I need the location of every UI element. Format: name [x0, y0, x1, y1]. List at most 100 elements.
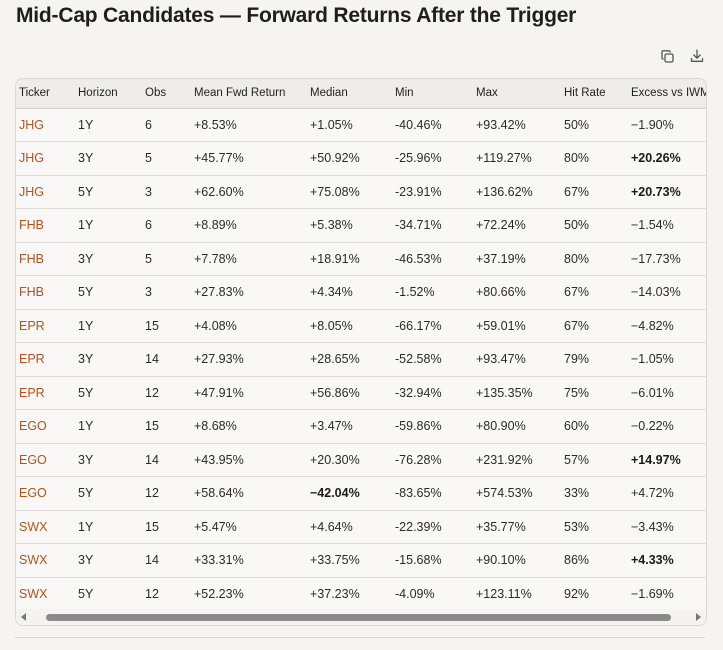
table-cell: +20.26%	[628, 141, 706, 176]
table-cell: +93.47%	[473, 342, 561, 377]
ticker-cell: EGO	[16, 409, 75, 444]
table-cell: +4.72%	[628, 476, 706, 511]
table-row: SWX 5Y 12 +52.23% +37.23% -4.09% +123.11% 92% −1…	[16, 577, 706, 611]
table-cell: +1.05%	[307, 108, 392, 142]
table-cell: -66.17%	[392, 309, 473, 343]
table-cell: -22.39%	[392, 510, 473, 544]
table-cell: 92%	[564, 587, 590, 601]
table-cell: 6	[142, 208, 191, 243]
table-cell: +135.35%	[473, 376, 561, 410]
table-row: EPR 5Y 12 +47.91% +56.86% -32.94% +135.35% 75% −…	[16, 376, 706, 410]
table-cell: -46.53%	[392, 242, 473, 276]
table-cell: -23.91%	[392, 175, 473, 209]
divider	[15, 637, 705, 638]
table-cell: +50.92%	[307, 141, 392, 176]
table-cell: +123.11%	[476, 587, 532, 601]
table-cell: +80.90%	[473, 409, 561, 444]
table-cell: +4.33%	[628, 543, 706, 578]
table-cell: +27.83%	[191, 275, 307, 310]
table-cell: +56.86%	[307, 376, 392, 410]
table-cell: 5Y	[78, 587, 94, 601]
table-cell: -52.58%	[392, 342, 473, 377]
table-cell: −14.03%	[628, 275, 706, 310]
table-header-row: Ticker Horizon Obs Mean Fwd Return Median Min…	[16, 79, 706, 109]
table-cell: 15	[142, 510, 191, 544]
download-button[interactable]	[689, 48, 705, 64]
copy-button[interactable]	[659, 48, 675, 64]
column-header: Mean Fwd Return	[191, 79, 307, 109]
page-title: Mid-Cap Candidates — Forward Returns Aft…	[16, 4, 577, 27]
ticker-cell: FHB	[16, 242, 75, 276]
table-cell: +37.19%	[473, 242, 561, 276]
table-cell: -59.86%	[392, 409, 473, 444]
table-cell: 5Y	[75, 275, 142, 310]
table-cell: 5Y	[75, 476, 142, 511]
table-cell: +7.78%	[191, 242, 307, 276]
table-cell: -76.28%	[392, 443, 473, 477]
table-cell: −1.90%	[628, 108, 706, 142]
table-cell: 3Y	[75, 443, 142, 477]
table-cell: +119.27%	[473, 141, 561, 176]
table-cell: +8.68%	[191, 409, 307, 444]
table-cell: +35.77%	[473, 510, 561, 544]
table-row: EGO 1Y 15 +8.68% +3.47% -59.86% +80.90% 60% −0.2…	[16, 409, 706, 444]
table-row: FHB 1Y 6 +8.89% +5.38% -34.71% +72.24% 50% −1.54…	[16, 208, 706, 243]
column-header: Horizon	[75, 79, 142, 109]
table-cell: 15	[142, 409, 191, 444]
column-header: Max	[473, 79, 561, 109]
scroll-right-arrow-icon[interactable]	[696, 613, 701, 621]
table-cell: +37.23%	[310, 587, 360, 601]
ticker-cell: SWX	[19, 587, 48, 601]
ticker-cell: EPR	[16, 376, 75, 410]
table-toolbar	[659, 48, 705, 64]
table-cell: 50%	[561, 108, 628, 142]
table-cell: +574.53%	[473, 476, 561, 511]
table-cell: -40.46%	[392, 108, 473, 142]
table-cell: 57%	[561, 443, 628, 477]
table-cell: -4.09%	[395, 587, 435, 601]
table-cell: +20.73%	[628, 175, 706, 209]
table-cell: +136.62%	[473, 175, 561, 209]
table-cell: −1.05%	[628, 342, 706, 377]
table-cell: +20.30%	[307, 443, 392, 477]
ticker-cell: EGO	[16, 443, 75, 477]
column-header: Obs	[142, 79, 191, 109]
table-cell: −4.82%	[628, 309, 706, 343]
table-row: EPR 3Y 14 +27.93% +28.65% -52.58% +93.47% 79% −1…	[16, 342, 706, 377]
ticker-cell: JHG	[16, 175, 75, 209]
table-cell: 67%	[561, 309, 628, 343]
table-cell: 14	[142, 443, 191, 477]
table-cell: +45.77%	[191, 141, 307, 176]
table-row: JHG 1Y 6 +8.53% +1.05% -40.46% +93.42% 50% −1.90…	[16, 108, 706, 142]
table-cell: 60%	[561, 409, 628, 444]
table-cell: -34.71%	[392, 208, 473, 243]
table-cell: +90.10%	[473, 543, 561, 578]
table-cell: 67%	[561, 275, 628, 310]
column-header: Ticker	[16, 79, 75, 109]
table-cell: −1.69%	[631, 587, 674, 601]
ticker-cell: JHG	[16, 108, 75, 142]
table-cell: +47.91%	[191, 376, 307, 410]
table-cell: 53%	[561, 510, 628, 544]
table-cell: 3Y	[75, 543, 142, 578]
scrollbar-thumb[interactable]	[46, 614, 671, 621]
scroll-left-arrow-icon[interactable]	[21, 613, 26, 621]
column-header: Median	[307, 79, 392, 109]
table-cell: +14.97%	[628, 443, 706, 477]
table-cell: +231.92%	[473, 443, 561, 477]
table-cell: +28.65%	[307, 342, 392, 377]
table-cell: 3Y	[75, 141, 142, 176]
table-cell: 12	[142, 376, 191, 410]
table-cell: 1Y	[75, 108, 142, 142]
table-cell: 6	[142, 108, 191, 142]
table-cell: −0.22%	[628, 409, 706, 444]
table-cell: 3	[142, 275, 191, 310]
table-cell: 75%	[561, 376, 628, 410]
table-cell: -32.94%	[392, 376, 473, 410]
table-cell: +58.64%	[191, 476, 307, 511]
table-row: FHB 3Y 5 +7.78% +18.91% -46.53% +37.19% 80% −17.…	[16, 242, 706, 276]
horizontal-scrollbar[interactable]	[16, 609, 706, 625]
table-cell: +18.91%	[307, 242, 392, 276]
table-row: SWX 1Y 15 +5.47% +4.64% -22.39% +35.77% 53% −3.4…	[16, 510, 706, 544]
table-cell: +8.05%	[307, 309, 392, 343]
